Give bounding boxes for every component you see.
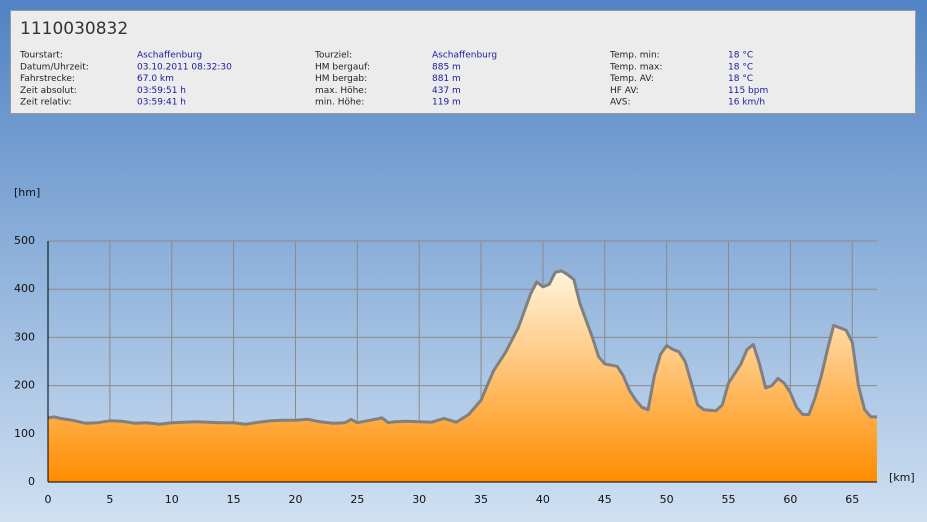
x-tick-label: 60 bbox=[783, 493, 797, 506]
x-tick-label: 50 bbox=[660, 493, 674, 506]
x-tick-label: 65 bbox=[845, 493, 859, 506]
y-tick-label: 400 bbox=[14, 282, 35, 295]
x-tick-label: 45 bbox=[598, 493, 612, 506]
x-tick-label: 30 bbox=[412, 493, 426, 506]
field-label: Datum/Uhrzeit: bbox=[20, 62, 89, 72]
x-tick-label: 35 bbox=[474, 493, 488, 506]
x-tick-label: 40 bbox=[536, 493, 550, 506]
x-tick-label: 15 bbox=[227, 493, 241, 506]
field-label: Zeit relativ: bbox=[20, 98, 72, 108]
x-tick-label: 20 bbox=[288, 493, 302, 506]
field-value: 03:59:51 h bbox=[137, 86, 186, 96]
x-tick-label: 0 bbox=[45, 493, 52, 506]
field-value: 881 m bbox=[432, 74, 461, 84]
field-label: Fahrstrecke: bbox=[20, 74, 75, 84]
field-value: 67.0 km bbox=[137, 74, 174, 84]
x-tick-label: 25 bbox=[350, 493, 364, 506]
field-value: 437 m bbox=[432, 86, 461, 96]
field-label: Temp. min: bbox=[609, 51, 660, 61]
y-axis-label: [hm] bbox=[14, 186, 40, 199]
field-value: Aschaffenburg bbox=[137, 51, 202, 61]
field-label: HF AV: bbox=[610, 86, 639, 96]
field-value: 18 °C bbox=[728, 62, 753, 72]
x-tick-label: 5 bbox=[106, 493, 113, 506]
profile-line bbox=[47, 269, 877, 426]
field-label: AVS: bbox=[610, 98, 630, 108]
field-value: 885 m bbox=[432, 62, 461, 72]
field-label: max. Höhe: bbox=[315, 86, 367, 96]
field-label: HM bergauf: bbox=[315, 62, 370, 72]
area-fill bbox=[48, 270, 877, 482]
field-value: 03.10.2011 08:32:30 bbox=[137, 62, 232, 72]
field-label: Temp. AV: bbox=[609, 74, 654, 84]
field-value: 119 m bbox=[432, 98, 461, 108]
x-axis-label: [km] bbox=[889, 471, 915, 484]
field-label: Zeit absolut: bbox=[20, 86, 77, 96]
field-value: Aschaffenburg bbox=[432, 51, 497, 61]
field-label: Temp. max: bbox=[609, 62, 662, 72]
field-label: Tourstart: bbox=[19, 51, 63, 61]
x-tick-label: 10 bbox=[165, 493, 179, 506]
y-tick-label: 300 bbox=[14, 330, 35, 343]
field-value: 03:59:41 h bbox=[137, 98, 186, 108]
y-tick-label: 0 bbox=[28, 475, 35, 488]
x-tick-label: 55 bbox=[722, 493, 736, 506]
y-tick-label: 200 bbox=[14, 379, 35, 392]
title: 1110030832 bbox=[20, 19, 128, 39]
y-tick-label: 100 bbox=[14, 427, 35, 440]
y-tick-label: 500 bbox=[14, 234, 35, 247]
field-value: 115 bpm bbox=[728, 86, 768, 96]
field-label: min. Höhe: bbox=[315, 98, 364, 108]
field-value: 18 °C bbox=[728, 74, 753, 84]
field-label: Tourziel: bbox=[314, 51, 352, 61]
info-panel bbox=[10, 10, 916, 114]
field-label: HM bergab: bbox=[315, 74, 367, 84]
field-value: 16 km/h bbox=[728, 98, 765, 108]
field-value: 18 °C bbox=[728, 51, 753, 61]
